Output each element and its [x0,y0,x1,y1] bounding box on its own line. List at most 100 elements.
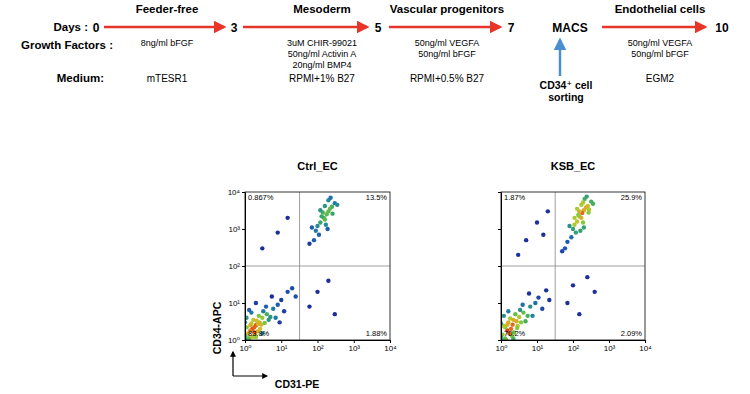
y-tick: 10³ [228,225,245,234]
event-point [323,217,327,221]
growth-factor: 50ng/ml VEGFA [628,38,693,48]
event-point [581,220,585,224]
event-point [323,204,327,208]
sorting-arrow [559,40,562,76]
x-tick-mark [537,340,538,343]
x-axis-title: CD31-PE [275,378,319,390]
event-point [273,316,277,320]
x-tick-label: 10¹ [532,344,544,353]
scatter-panel: 10⁰10¹10²10³10⁴KSB_EC1.87%25.9%70.2%2.09… [495,160,652,353]
event-point [326,279,330,283]
event-point [587,208,591,212]
figure-svg: Days :Growth Factors :Medium:035710MACSC… [0,0,750,394]
x-tick-mark [390,340,391,343]
event-point [560,249,564,253]
quadrant-percent: 2.09% [621,329,643,338]
x-tick: 10² [312,340,324,353]
row-label: Growth Factors : [21,39,113,51]
y-tick [498,303,501,304]
x-tick: 10³ [604,340,616,353]
event-point [328,207,332,211]
x-tick-mark [609,340,610,343]
y-axis-title: CD34-APC [211,301,223,354]
event-point [317,233,321,237]
x-tick-mark [318,340,319,343]
x-tick-label: 10¹ [276,344,288,353]
growth-factor: 8ng/ml bFGF [141,38,194,48]
stage-title: Feeder-free [136,3,199,15]
stage-arrow [389,26,500,29]
event-point [582,225,586,229]
sorting-label: MACS [552,21,587,35]
y-tick-label: 10⁴ [228,188,241,197]
event-point [293,294,297,298]
event-point [547,298,551,302]
y-tick [498,340,501,341]
plot-title: KSB_EC [551,160,596,172]
event-point [271,307,275,311]
event-point [565,301,569,305]
x-tick-label: 10⁴ [384,344,397,353]
event-point [525,314,529,318]
event-point [270,294,274,298]
row-label: Medium: [57,72,104,84]
event-point [257,314,261,318]
scatter-panel: 10⁰10¹10²10³10⁴10⁰10¹10²10³10⁴Ctrl_EC0.8… [211,160,397,390]
x-axis-line [502,341,646,344]
x-tick-label: 10⁴ [639,344,652,353]
event-point [282,309,286,313]
event-point [265,312,269,316]
event-point [585,275,589,279]
event-point [315,224,319,228]
event-point [318,208,322,212]
x-tick: 10⁰ [239,340,251,353]
plot-frame [501,192,645,340]
event-point [535,220,539,224]
event-point [575,207,579,211]
quadrant-percent: 70.2% [504,329,526,338]
event-point [330,211,334,215]
event-point [312,238,316,242]
gate-line [245,266,390,267]
x-tick-label: 10² [568,344,580,353]
y-tick-mark [242,192,245,193]
y-tick-mark [242,229,245,230]
growth-factor: 50ng/ml bFGF [631,49,689,59]
quadrant-percent: 1.88% [366,329,388,338]
row-label: Days : [53,21,88,33]
event-point [256,322,260,326]
event-point [523,319,527,323]
medium: RPMI+1% B27 [289,73,355,84]
plot-area [245,192,390,340]
event-point [264,304,268,308]
medium: RPMI+0.5% B27 [410,73,485,84]
event-point [328,196,332,200]
event-point [572,216,576,220]
y-axis [498,193,502,341]
event-point [285,290,289,294]
medium: mTESR1 [147,73,188,84]
x-tick-label: 10² [312,344,324,353]
event-point [536,295,540,299]
event-point [310,225,314,229]
x-tick: 10⁴ [639,340,652,353]
y-tick-mark [498,303,501,304]
y-tick: 10⁰ [228,336,245,345]
figure: Days :Growth Factors :Medium:035710MACSC… [0,0,750,394]
y-tick [498,229,501,230]
event-point [315,290,319,294]
y-tick-label: 10⁰ [228,336,240,345]
event-point [533,301,537,305]
event-point [290,286,294,290]
growth-factor: 50ng/ml Activin A [288,49,357,59]
event-point [247,308,251,312]
event-point [517,315,521,319]
day-label: 10 [715,21,729,35]
quadrant-percent: 83.8% [248,329,270,338]
event-point [530,314,534,318]
event-point [546,209,550,213]
event-point [260,246,264,250]
x-tick: 10⁴ [384,340,397,353]
x-tick-mark [645,340,646,343]
growth-factor: 50ng/ml bFGF [418,49,476,59]
